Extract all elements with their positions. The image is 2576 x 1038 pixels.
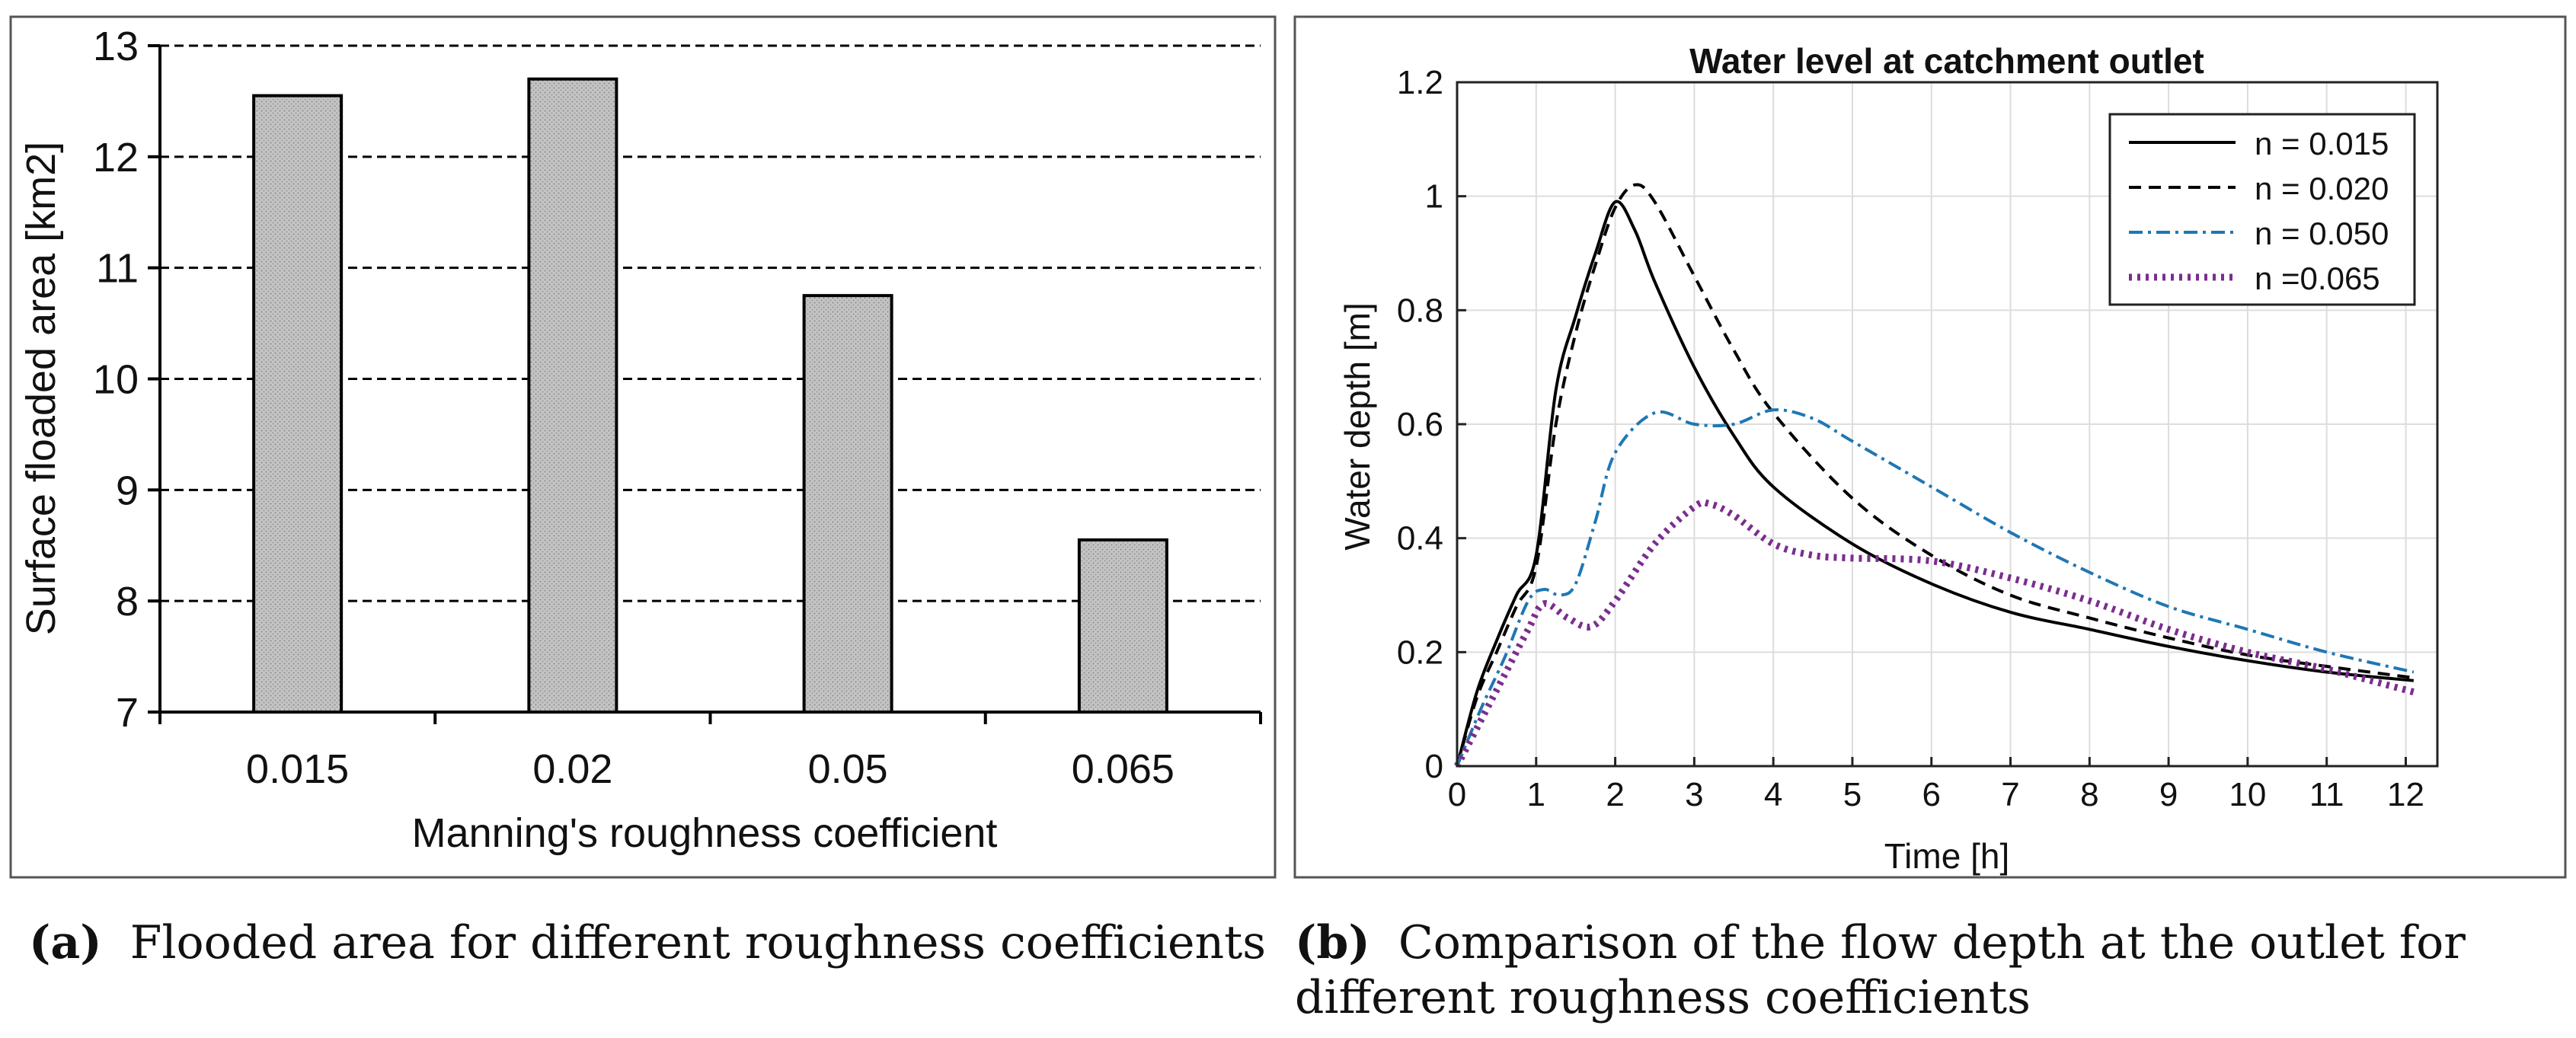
series-line-0	[1456, 200, 2415, 767]
y-tick-label: 1.2	[1397, 64, 1443, 101]
x-tick-label: 0.065	[1072, 746, 1175, 792]
x-tick-label: 9	[2159, 776, 2178, 813]
panel-b-tick-marks	[1456, 81, 2407, 768]
caption-a-label: (a)	[29, 916, 102, 969]
panel-b-series	[1454, 183, 2415, 768]
panel-b-y-tick-labels: 0 0.2 0.4 0.6 0.8 1 1.2	[1397, 64, 1443, 785]
x-tick-label: 0.05	[808, 746, 888, 792]
bar-0.065	[1077, 538, 1168, 714]
y-tick-label: 0.8	[1397, 292, 1443, 329]
panel-a-y-axis-label: Surface floaded area [km2]	[18, 142, 64, 635]
legend-label-2: n = 0.050	[2255, 216, 2389, 251]
y-tick-label: 0.2	[1397, 634, 1443, 671]
y-tick-label: 0.6	[1397, 406, 1443, 443]
panel-b: 00.20.40.60.811.2 0 1 2 3 4 5 6 7 8 9 10 11 12 Water…	[1293, 15, 2567, 879]
y-tick-label: 0	[1425, 748, 1443, 785]
x-tick-label: 1	[1527, 776, 1545, 813]
x-tick-label: 0.015	[246, 746, 349, 792]
caption-b-text-line1: Comparison of the flow depth at the outl…	[1398, 916, 2466, 969]
y-tick-label: 0.4	[1397, 520, 1443, 557]
legend-box	[2108, 113, 2416, 306]
bar-0.02	[527, 77, 618, 714]
x-tick-label: 4	[1764, 776, 1782, 813]
bar-0.05	[802, 294, 893, 714]
panel-a-gridlines	[160, 44, 1261, 602]
x-tick-label: 3	[1685, 776, 1703, 813]
panel-a-x-axis-label: Manning's roughness coefficient	[412, 810, 998, 856]
y-tick-label: 12	[93, 135, 139, 180]
panel-a-axes	[148, 44, 1262, 724]
panel-b-x-axis-label: Time [h]	[1884, 836, 2009, 876]
x-tick-label: 12	[2387, 776, 2424, 813]
caption-b-label: (b)	[1295, 916, 1370, 969]
y-tick-label: 10	[93, 357, 139, 403]
panel-b-x-tick-labels: 0 1 2 3 4 5 6 7 8 9 10 11 12	[1448, 776, 2424, 813]
panel-b-frame	[1293, 15, 2567, 879]
bar-0.015	[252, 94, 344, 714]
x-tick-label: 6	[1922, 776, 1940, 813]
series-line-2	[1456, 408, 2415, 767]
panel-b-legend: n = 0.015 n = 0.020 n = 0.050 n =0.065	[2108, 113, 2416, 306]
y-tick-label: 9	[116, 468, 139, 513]
x-tick-label: 7	[2001, 776, 2019, 813]
x-tick-label: 5	[1843, 776, 1862, 813]
y-tick-label: 8	[116, 579, 139, 624]
legend-label-1: n = 0.020	[2255, 171, 2389, 206]
panel-a-y-tick-labels: 7 8 9 10 11 12 13	[93, 24, 139, 736]
x-tick-label: 10	[2229, 776, 2266, 813]
x-tick-label: 11	[2309, 776, 2344, 813]
panel-a-bars	[252, 77, 1168, 714]
y-tick-label: 7	[116, 690, 139, 736]
x-tick-label: 2	[1606, 776, 1624, 813]
y-tick-label: 1	[1425, 178, 1443, 216]
x-tick-label: 0	[1448, 776, 1466, 813]
y-tick-label: 11	[96, 246, 139, 292]
caption-b: (b) Comparison of the flow depth at the …	[1295, 916, 2466, 1024]
svg-text:(a) Flooded area for dif: (a) Flooded area for different roughness…	[29, 916, 1266, 969]
panel-a: 7 8 9 10 11 12 13 0.015 0.02 0.05 0.065 Manning's…	[9, 15, 1277, 879]
panel-b-y-axis-label: Water depth [m]	[1338, 302, 1377, 551]
caption-a: (a) Flooded area for different roughness…	[29, 916, 1266, 969]
panel-b-title: Water level at catchment outlet	[1689, 41, 2204, 81]
y-tick-label: 13	[93, 24, 139, 69]
x-tick-label: 0.02	[532, 746, 612, 792]
legend-label-0: n = 0.015	[2255, 126, 2389, 161]
x-tick-label: 8	[2080, 776, 2098, 813]
caption-b-text-line2: different roughness coefficients	[1295, 971, 2031, 1024]
svg-text:(b) Comparison of the fl: (b) Comparison of the flow depth at the …	[1295, 916, 2466, 969]
panel-a-x-tick-labels: 0.015 0.02 0.05 0.065	[246, 746, 1175, 792]
series-line-3	[1454, 499, 2415, 768]
legend-label-3: n =0.065	[2255, 260, 2380, 296]
panel-a-frame	[9, 15, 1277, 879]
caption-a-text: Flooded area for different roughness coe…	[130, 916, 1266, 969]
